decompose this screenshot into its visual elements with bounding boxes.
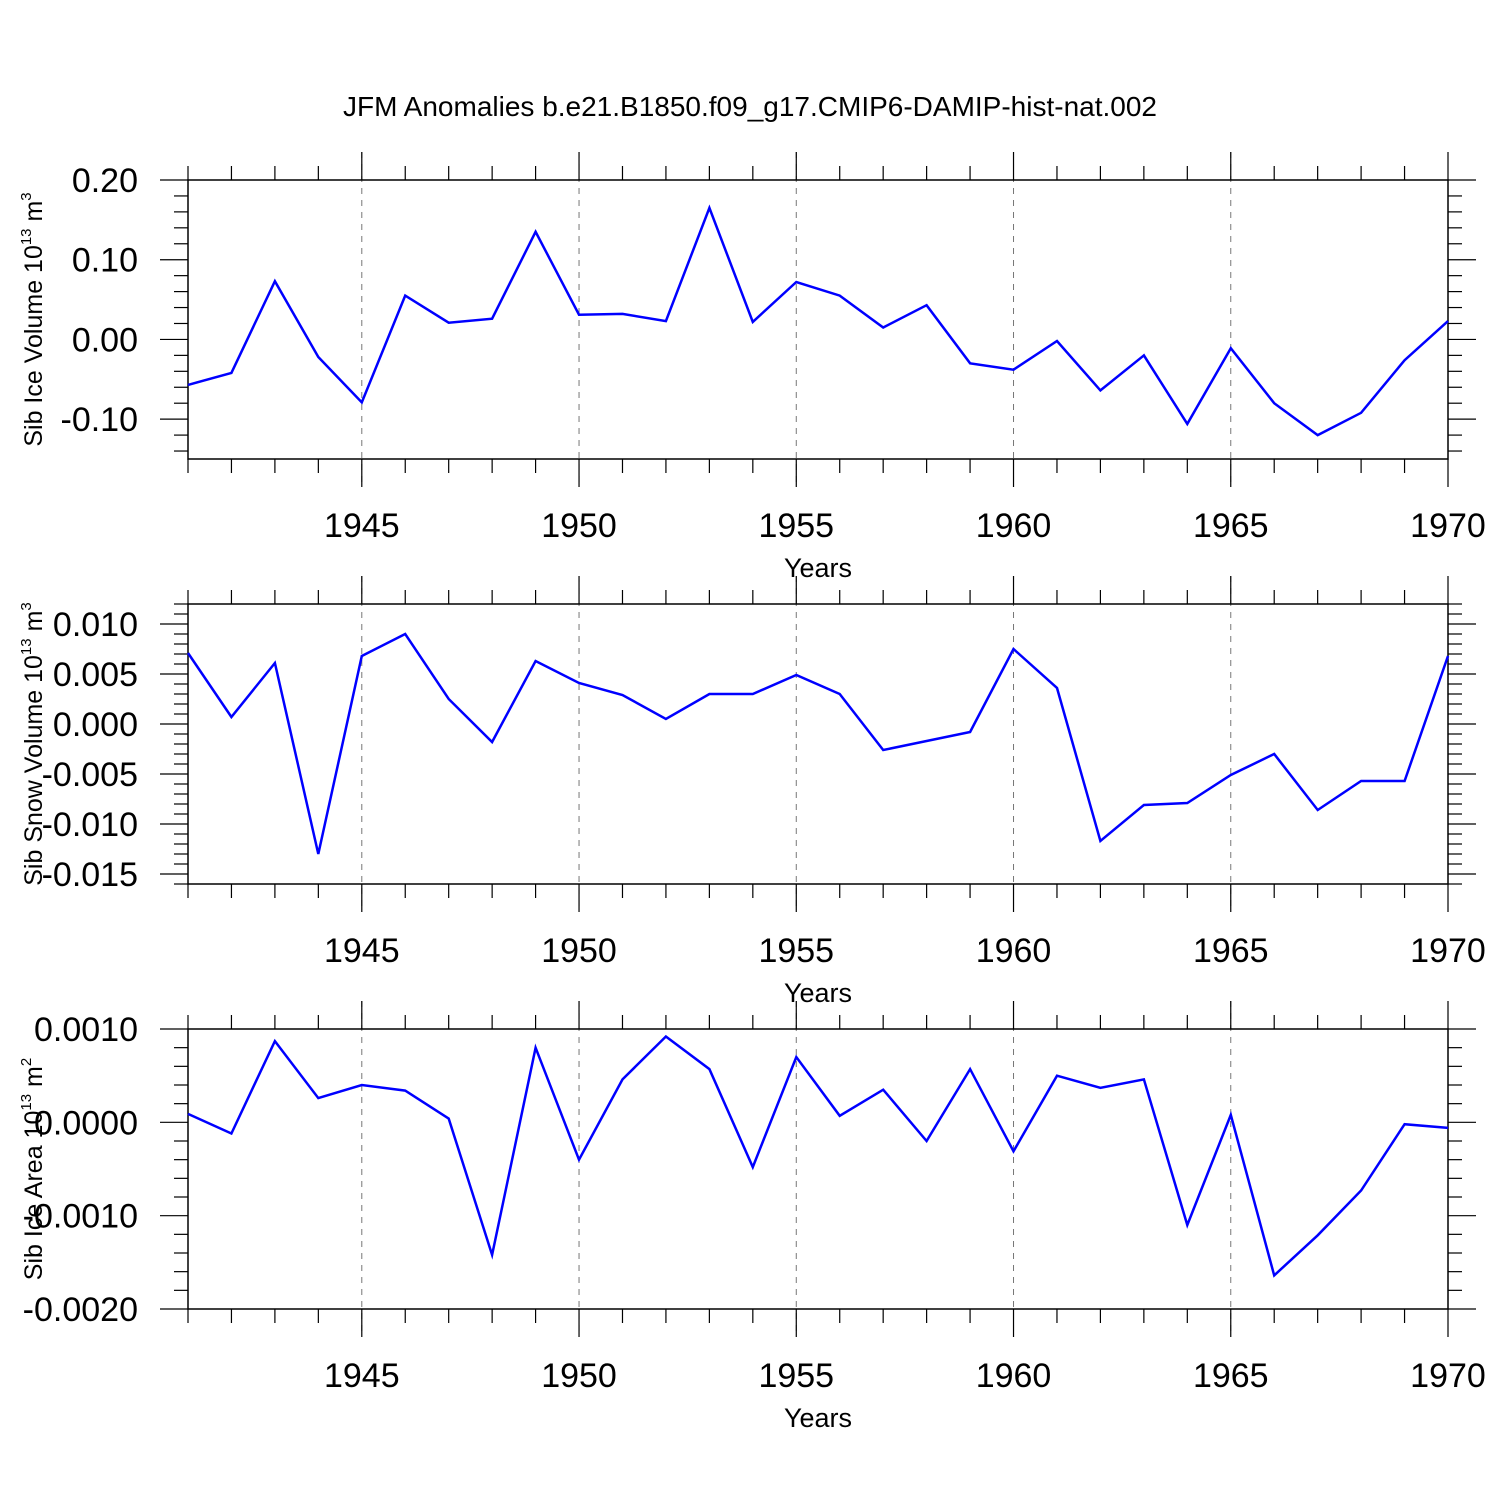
x-tick-label: 1945 [324,932,400,970]
y-tick-label: -0.010 [42,806,138,844]
y-axis-label-exp: 13 [18,638,35,655]
x-tick-label: 1965 [1193,507,1269,545]
series-line-ice-area [187,1034,1449,1278]
x-tick-label: 1960 [976,1357,1052,1395]
series-line-snow-volume [186,632,1450,855]
y-axis-label-unit-exp: 2 [18,1058,35,1066]
x-tick-label: 1970 [1410,1357,1486,1395]
y-tick-label: 0.0000 [34,1104,138,1142]
y-axis-label: Sib Snow Volume 1013 m3 [18,602,48,886]
plot-frame [187,603,1449,885]
y-axis-label-unit: m [20,1066,48,1094]
y-axis-label-exp: 13 [18,1094,35,1111]
x-tick-label: 1950 [541,507,617,545]
x-axis-label: Years [784,978,852,1008]
x-axis-label: Years [784,1403,852,1433]
series-line-ice-volume [187,204,1449,437]
x-tick-label: 1945 [324,507,400,545]
y-axis-label-unit-exp: 3 [18,192,35,200]
x-tick-label: 1950 [541,932,617,970]
x-tick-label: 1945 [324,1357,400,1395]
y-tick-label: 0.010 [53,606,138,644]
x-tick-label: 1950 [541,1357,617,1395]
x-tick-label: 1970 [1410,507,1486,545]
y-tick-label: -0.015 [42,856,138,894]
x-tick-label: 1955 [758,507,834,545]
y-tick-label: 0.0010 [34,1011,138,1049]
y-axis-label: Sib Ice Area 1013 m2 [18,1058,48,1280]
x-tick-label: 1970 [1410,932,1486,970]
chart-title: JFM Anomalies b.e21.B1850.f09_g17.CMIP6-… [343,91,1157,122]
y-tick-label: 0.00 [72,321,138,359]
y-tick-label: -0.0020 [23,1291,138,1329]
y-axis-label-exp: 13 [18,228,35,245]
panel-ice-area: -0.0020 -0.0010 0.0000 0.0010 1945 1950 1955 19… [18,1001,1486,1433]
y-tick-label: -0.005 [42,756,138,794]
x-tick-label: 1955 [758,932,834,970]
plot-frame [187,1028,1449,1310]
y-axis-label: Sib Ice Volume 1013 m3 [18,192,48,446]
y-axis-label-unit: m [20,611,48,639]
x-tick-label: 1965 [1193,1357,1269,1395]
x-tick-label: 1965 [1193,932,1269,970]
y-axis-label-unit: m [20,201,48,229]
y-tick-label: -0.0010 [23,1198,138,1236]
plot-frame [187,179,1449,460]
panel-ice-volume: -0.10 0.00 0.10 0.20 1945 1950 1955 1960 1965 197… [18,152,1486,583]
y-axis-label-main: Sib Ice Volume 10 [20,245,48,447]
y-axis-label-main: Sib Snow Volume 10 [20,655,48,886]
y-tick-label: 0.20 [72,162,138,200]
y-axis-label-main: Sib Ice Area 10 [20,1111,48,1281]
y-tick-label: -0.10 [61,401,139,439]
x-axis-label: Years [784,553,852,583]
x-tick-label: 1960 [976,932,1052,970]
x-tick-label: 1960 [976,507,1052,545]
y-axis-label-unit-exp: 3 [18,602,35,610]
y-tick-label: 0.000 [53,706,138,744]
y-tick-label: 0.005 [53,656,138,694]
panel-snow-volume: -0.015 -0.010 -0.005 0.000 0.005 0.010 1945 195… [18,576,1486,1008]
x-tick-label: 1955 [758,1357,834,1395]
y-tick-label: 0.10 [72,242,138,280]
